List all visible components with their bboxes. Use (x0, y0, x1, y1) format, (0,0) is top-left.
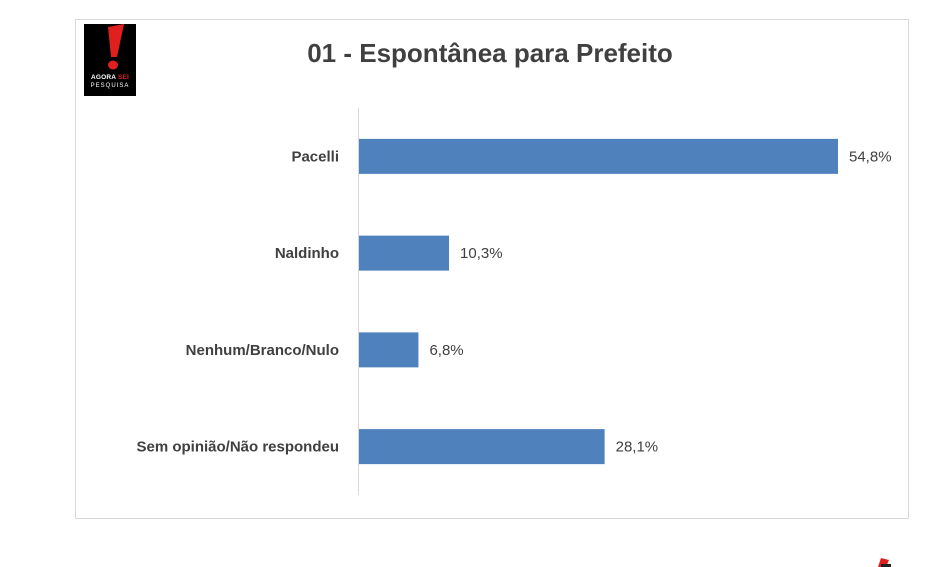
data-label: 54,8% (849, 148, 892, 165)
data-label: 28,1% (616, 439, 659, 456)
category-label: Nenhum/Branco/Nulo (186, 342, 339, 359)
agora-sei-pesquisa-logo: AGORA SEI PESQUISA (84, 24, 136, 96)
bar (359, 332, 419, 368)
bar (359, 235, 450, 271)
category-label: Sem opinião/Não respondeu (136, 439, 339, 456)
data-label: 6,8% (429, 342, 463, 359)
corner-logo-fragment-icon (878, 558, 891, 567)
logo-text-top: AGORA SEI (90, 74, 130, 81)
category-label: Naldinho (275, 245, 339, 262)
exclamation-icon (108, 24, 124, 70)
category-label: Pacelli (291, 148, 339, 165)
chart-title: 01 - Espontânea para Prefeito (307, 38, 673, 68)
data-label: 10,3% (460, 245, 503, 262)
bar (359, 429, 605, 465)
logo-text-bottom: PESQUISA (90, 83, 130, 89)
bar (359, 138, 838, 174)
